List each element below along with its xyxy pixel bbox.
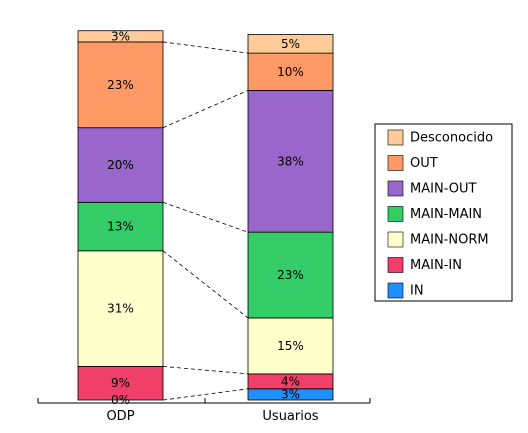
legend-label-main-in: MAIN-IN [410,258,462,273]
bar-odp-main-in [77,366,164,401]
connector-line-main-in [162,366,249,375]
legend-swatch-main-norm [387,231,404,248]
connector-line-main-main [162,201,249,233]
bar-odp-desconocido [77,30,164,43]
data-label-odp-main-main: 13% [107,220,134,234]
data-label-odp-main-out: 20% [107,158,134,172]
x-tick-label-usuarios: Usuarios [262,409,318,424]
data-label-odp-main-norm: 31% [107,302,134,316]
legend-swatch-out [387,155,404,171]
legend-label-out: OUT [410,156,438,171]
legend-label-main-norm: MAIN-NORM [410,233,489,248]
bar-odp-out [77,41,164,129]
bar-usuarios-main-out [247,90,334,233]
data-label-usuarios-desconocido: 5% [281,37,300,51]
data-label-usuarios-main-norm: 15% [277,339,304,353]
bar-stacks [77,30,334,401]
connector-line-in [162,388,249,401]
data-label-usuarios-main-out: 38% [277,154,304,168]
bar-usuarios-main-main [247,231,334,319]
data-label-odp-in: 0% [111,393,130,407]
legend-swatch-main-main [387,206,404,222]
legend-label-main-out: MAIN-OUT [410,182,476,197]
data-label-odp-main-in: 9% [111,376,130,390]
connector-line-out [162,41,249,54]
x-tick-label-odp: ODP [106,409,134,424]
bar-odp-main-norm [77,250,164,367]
data-label-usuarios-in: 3% [281,387,300,401]
bar-usuarios-desconocido [247,34,334,54]
legend-swatch-desconocido [387,129,404,146]
data-label-usuarios-out: 10% [277,65,304,79]
connector-line-main-out [162,90,249,129]
bar-usuarios-main-norm [247,317,334,375]
x-axis: ODP Usuarios [37,398,371,424]
data-label-usuarios-main-main: 23% [277,268,304,282]
legend-swatch-in [387,282,404,299]
connector-line-main-norm [162,250,249,319]
legend: Desconocido OUT MAIN-OUT MAIN-MAIN MAIN-NORM… [374,123,513,302]
legend-swatch-main-in [387,257,404,273]
connector-lines [162,41,249,401]
legend-swatch-main-out [387,180,404,197]
data-label-odp-desconocido: 3% [111,29,130,43]
legend-label-desconocido: Desconocido [410,131,493,146]
bar-odp-main-out [77,127,164,203]
legend-label-main-main: MAIN-MAIN [410,207,482,222]
data-label-odp-out: 23% [107,78,134,92]
legend-label-in: IN [410,284,424,299]
data-label-usuarios-main-in: 4% [281,374,300,388]
